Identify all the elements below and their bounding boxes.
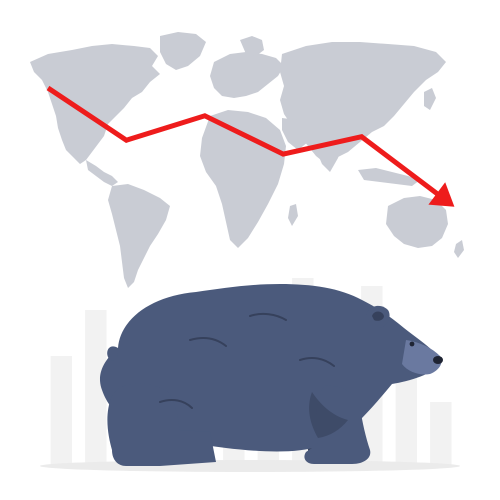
background-bar (395, 372, 417, 466)
bear-ear-inner (372, 311, 384, 321)
bear-icon (99, 284, 443, 466)
scandinavia-shape (240, 36, 264, 56)
background-bar (85, 310, 107, 466)
africa-shape (200, 110, 286, 248)
bear-chest-shade (309, 392, 348, 438)
north-america-shape (30, 44, 160, 164)
greenland-shape (160, 32, 206, 70)
indonesia-shape (358, 168, 420, 186)
trend-line (46, 85, 442, 198)
arabia-shape (282, 118, 310, 150)
europe-shape (210, 52, 284, 98)
india-shape (316, 132, 344, 172)
trend-arrowhead (428, 182, 455, 207)
downtrend-arrow-icon (46, 85, 455, 207)
background-bar (430, 402, 452, 466)
bear-snout (402, 340, 442, 375)
asia-shape (280, 42, 446, 164)
bear-back-leg-near (107, 383, 216, 466)
bear-eye (409, 341, 415, 347)
ground-shadow (40, 460, 460, 472)
bear-tail (107, 346, 118, 361)
background-bar (50, 356, 72, 466)
australia-shape (386, 196, 448, 248)
bear-nose (433, 356, 443, 364)
bear-fur-detail (159, 312, 335, 409)
madagascar-shape (288, 204, 298, 226)
central-america-shape (86, 160, 118, 186)
japan-shape (424, 88, 436, 110)
new-zealand-shape (454, 240, 464, 258)
world-map-icon (30, 32, 464, 288)
south-america-shape (108, 184, 170, 288)
